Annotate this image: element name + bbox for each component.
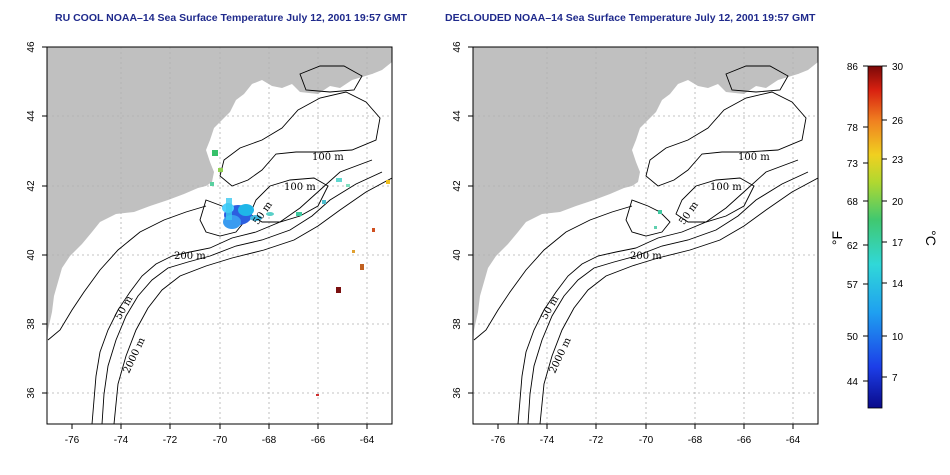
sst-pixels	[210, 150, 390, 396]
colorbar-f-tick: 50	[847, 332, 859, 343]
x-tick: -64	[786, 435, 801, 446]
colorbar-c-tick: 7	[892, 373, 898, 384]
contour-label-100m-south: 100 m	[710, 182, 742, 193]
colorbar-f-tick: 62	[847, 241, 859, 252]
contour-label-100m-south: 100 m	[284, 182, 316, 193]
colorbar-f-tick: 68	[847, 197, 859, 208]
x-tick: -76	[65, 435, 80, 446]
x-tick: -66	[311, 435, 326, 446]
y-tick: 40	[452, 249, 463, 261]
sst-pixels	[654, 210, 662, 229]
colorbar-f-tick: 86	[847, 62, 859, 73]
y-tick: 38	[26, 318, 37, 330]
contour-label-100m-north: 100 m	[738, 152, 770, 163]
colorbar-unit-celsius: °C	[923, 230, 939, 246]
colorbar-c-tick: 10	[892, 332, 904, 343]
colorbar-c-tick: 20	[892, 197, 904, 208]
y-tick: 36	[452, 387, 463, 399]
y-tick: 46	[452, 41, 463, 53]
colorbar-c-tick: 23	[892, 155, 904, 166]
colorbar-f-tick: 73	[847, 159, 859, 170]
y-tick: 44	[26, 110, 37, 122]
y-tick: 42	[452, 180, 463, 192]
colorbar-f-tick: 57	[847, 280, 859, 291]
x-tick: -72	[163, 435, 178, 446]
land-mass	[473, 47, 818, 345]
colorbar-c-tick: 14	[892, 279, 904, 290]
y-tick: 40	[26, 249, 37, 261]
x-tick: -70	[213, 435, 228, 446]
colorbar-c-tick: 17	[892, 238, 904, 249]
x-tick: -70	[639, 435, 654, 446]
x-tick: -68	[688, 435, 703, 446]
y-tick: 44	[452, 110, 463, 122]
x-tick: -74	[114, 435, 129, 446]
x-tick: -68	[262, 435, 277, 446]
contour-label-200m: 200 m	[630, 251, 662, 262]
bathymetry-contours	[473, 65, 818, 424]
colorbar-gradient	[867, 65, 883, 409]
y-tick: 42	[26, 180, 37, 192]
x-tick: -64	[360, 435, 375, 446]
colorbar-unit-fahrenheit: °F	[829, 231, 845, 245]
y-tick: 36	[26, 387, 37, 399]
right-map-title: DECLOUDED NOAA–14 Sea Surface Temperatur…	[445, 12, 816, 24]
land-mass	[47, 47, 392, 345]
colorbar-c-tick: 30	[892, 62, 904, 73]
left-map-content: 100 m 100 m 50 m 200 m 50 m 2000 m	[47, 47, 392, 424]
y-tick: 46	[26, 41, 37, 53]
x-tick: -66	[737, 435, 752, 446]
colorbar-c-tick: 26	[892, 116, 904, 127]
colorbar-f-tick: 44	[847, 377, 859, 388]
x-tick: -74	[540, 435, 555, 446]
y-tick: 38	[452, 318, 463, 330]
contour-label-200m: 200 m	[174, 251, 206, 262]
contour-label-100m-north: 100 m	[312, 152, 344, 163]
x-tick: -72	[589, 435, 604, 446]
right-map-content: 100 m 100 m 50 m 200 m 50 m 2000 m	[473, 47, 818, 424]
left-map-title: RU COOL NOAA–14 Sea Surface Temperature …	[55, 12, 408, 24]
x-tick: -76	[491, 435, 506, 446]
colorbar-f-tick: 78	[847, 123, 859, 134]
